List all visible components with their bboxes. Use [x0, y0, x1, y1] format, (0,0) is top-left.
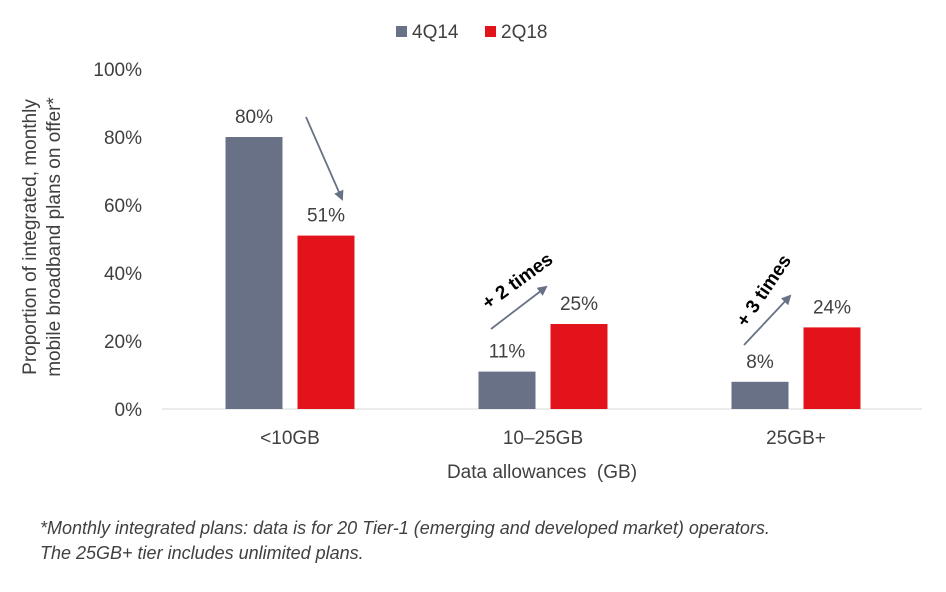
legend: 4Q14 2Q18 — [396, 22, 547, 43]
footnote-line-1: *Monthly integrated plans: data is for 2… — [40, 518, 770, 538]
bar-4q14-25gb-plus — [731, 381, 789, 409]
x-tick-label: 10–25GB — [503, 428, 583, 449]
y-axis-title-line1: Proportion of integrated, monthly — [20, 99, 41, 375]
y-tick-label: 0% — [115, 400, 143, 421]
x-tick-label: <10GB — [260, 428, 320, 449]
arrow-decrease-lt10gb — [305, 116, 344, 201]
y-tick-label: 40% — [104, 264, 142, 285]
bar-chart: 4Q14 2Q18 Proportion of integrated, mont… — [20, 22, 922, 483]
y-tick-label: 60% — [104, 196, 142, 217]
y-tick-label: 100% — [93, 60, 142, 81]
bar-2q18-10-25gb — [550, 324, 608, 409]
bar-2q18-lt10gb — [297, 235, 355, 409]
footnote: *Monthly integrated plans: data is for 2… — [40, 516, 770, 566]
legend-label-2q18: 2Q18 — [501, 22, 547, 43]
y-tick-label: 80% — [104, 128, 142, 149]
footnote-line-2: The 25GB+ tier includes unlimited plans. — [40, 543, 364, 563]
bar-4q14-10-25gb — [478, 371, 536, 409]
data-label-4q14-25gb-plus: 8% — [746, 352, 774, 373]
arrow-increase-25gb-plus — [743, 294, 792, 346]
bar-4q14-lt10gb — [225, 137, 283, 409]
data-label-2q18-lt10gb: 51% — [307, 206, 345, 227]
data-label-2q18-25gb-plus: 24% — [813, 297, 851, 318]
legend-swatch-4q14 — [396, 26, 407, 37]
y-axis-title-line2: mobile broadband plans on offer* — [44, 97, 65, 377]
y-tick-label: 20% — [104, 332, 142, 353]
bar-2q18-25gb-plus — [803, 327, 861, 409]
data-label-4q14-lt10gb: 80% — [235, 107, 273, 128]
annotation-3-times: + 3 times — [733, 251, 796, 331]
legend-label-4q14: 4Q14 — [412, 22, 459, 43]
y-axis: 0% 20% 40% 60% 80% 100% — [93, 60, 142, 421]
data-label-4q14-10-25gb: 11% — [489, 342, 526, 363]
data-label-2q18-10-25gb: 25% — [560, 294, 598, 315]
plot-area: 80% 51% 11% 25% 8% 24% — [225, 107, 861, 409]
y-axis-title: Proportion of integrated, monthly mobile… — [20, 97, 65, 377]
arrow-increase-10-25gb — [490, 285, 548, 330]
x-axis-title: Data allowances (GB) — [447, 462, 637, 483]
x-tick-label: 25GB+ — [766, 428, 826, 449]
annotation-2-times: + 2 times — [479, 249, 558, 314]
x-axis: <10GB 10–25GB 25GB+ — [260, 428, 826, 449]
legend-swatch-2q18 — [485, 26, 496, 37]
